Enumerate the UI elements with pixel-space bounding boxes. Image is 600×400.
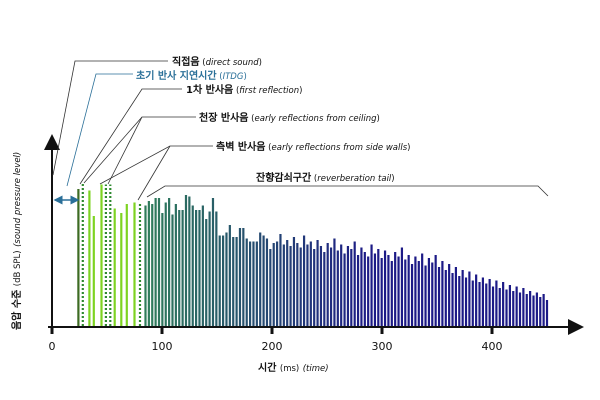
x-axis-label: 시간 (ms) (time) [258, 361, 329, 374]
label-direct-sound: 직접음 (direct sound) [172, 55, 262, 68]
leader-first [79, 88, 182, 185]
x-tick-label: 100 [152, 340, 173, 353]
x-tick-label: 300 [372, 340, 393, 353]
x-ticks: 0 100 200 300 400 [49, 327, 503, 353]
x-tick-mark [490, 327, 494, 334]
leader-direct [52, 60, 168, 176]
label-first-reflection: 1차 반사음 (first reflection) [186, 83, 302, 96]
bars-group [51, 177, 549, 326]
label-ceiling: 천장 반사음 (early reflections from ceiling) [199, 111, 380, 124]
leader-side-b [137, 145, 171, 201]
leader-itdg [66, 73, 133, 187]
label-reverb-tail: 잔향감쇠구간 (reverberation tail) [256, 171, 395, 184]
x-tick-label: 400 [482, 340, 503, 353]
y-axis-label: 음압 수준 (dB SPL) (sound pressure level) [10, 152, 23, 330]
x-tick-mark [270, 327, 274, 334]
x-tick-label: 0 [49, 340, 56, 353]
tail-bracket [146, 185, 549, 198]
label-itdg: 초기 반사 지연시간 (ITDG) [136, 69, 247, 82]
x-tick-mark [50, 327, 54, 334]
leader-ceiling-b [107, 116, 143, 185]
x-tick-mark [160, 327, 164, 334]
x-tick-label: 200 [262, 340, 283, 353]
x-tick-mark [380, 327, 384, 334]
leader-side-a [99, 145, 213, 185]
leader-ceiling-a [83, 116, 196, 184]
label-side-walls: 측벽 반사음 (early reflections from side wall… [216, 140, 411, 153]
